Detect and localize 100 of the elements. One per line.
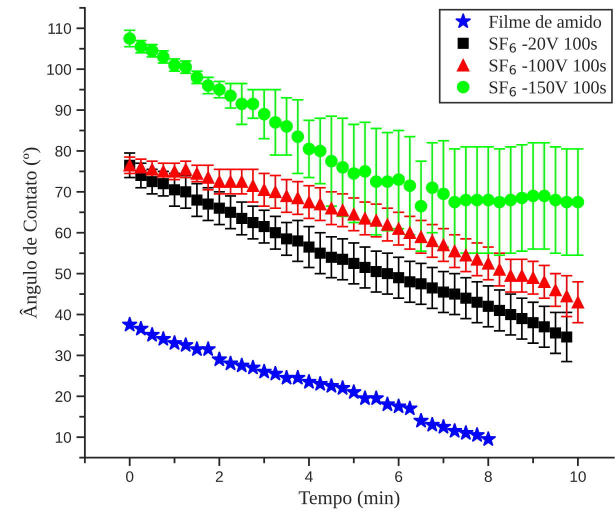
point	[256, 363, 272, 379]
point	[188, 340, 205, 356]
point	[526, 190, 540, 202]
y-tick-label: 20	[55, 391, 72, 402]
point	[460, 292, 472, 304]
point	[280, 120, 293, 133]
y-tick-label: 10	[56, 432, 72, 443]
point	[460, 194, 472, 206]
point	[560, 290, 573, 302]
y-tick-label: 90	[55, 104, 72, 116]
point	[549, 284, 562, 296]
point	[505, 308, 516, 320]
point	[323, 378, 340, 393]
y-axis-title: Ângulo de Contato (º)	[20, 148, 41, 318]
point	[290, 370, 306, 385]
point	[269, 116, 282, 129]
point	[336, 204, 349, 216]
point	[359, 262, 371, 274]
point	[415, 278, 427, 290]
point	[247, 216, 259, 228]
point	[549, 194, 562, 206]
point	[448, 196, 461, 208]
point	[246, 98, 260, 110]
point	[234, 357, 250, 372]
point	[370, 266, 382, 278]
point	[392, 173, 405, 186]
point	[155, 330, 172, 346]
point	[303, 241, 315, 253]
point	[368, 390, 384, 406]
point	[236, 212, 248, 224]
point	[213, 83, 226, 96]
point	[382, 268, 393, 280]
point	[526, 271, 540, 284]
legend-label: SF$_{6}$ -20V 100s	[490, 38, 597, 53]
y-tick-label: 80	[55, 146, 72, 157]
point	[278, 370, 295, 385]
point	[202, 79, 214, 92]
point	[224, 206, 236, 218]
point	[493, 263, 506, 276]
point	[357, 390, 373, 406]
x-tick-label: 2	[216, 471, 223, 482]
point	[325, 154, 338, 168]
point	[480, 430, 496, 446]
point	[180, 186, 192, 198]
point	[314, 144, 326, 158]
point	[404, 276, 416, 288]
legend-label: SF$_{6}$ -150V 100s	[490, 81, 606, 96]
legend-label: Filme de amido	[488, 15, 602, 28]
point	[314, 198, 326, 210]
point	[267, 365, 284, 381]
y-tick-label: 60	[55, 228, 72, 238]
point	[358, 165, 372, 178]
point	[202, 171, 214, 184]
point	[449, 288, 460, 300]
y-tick-label: 40	[55, 309, 72, 320]
y-tick-label: 70	[55, 186, 72, 198]
point	[178, 336, 194, 352]
point	[469, 426, 486, 442]
point	[235, 98, 248, 110]
point	[235, 175, 248, 188]
point	[302, 196, 316, 208]
point	[222, 355, 238, 370]
point	[200, 340, 216, 356]
point	[325, 202, 338, 214]
point	[202, 198, 214, 210]
point	[504, 194, 517, 206]
point	[414, 230, 428, 244]
point	[258, 221, 270, 232]
point	[258, 184, 270, 196]
point	[346, 384, 362, 400]
x-tick-label: 10	[570, 471, 586, 482]
point	[393, 272, 404, 284]
point	[314, 248, 326, 259]
point	[370, 175, 382, 188]
point	[224, 175, 237, 188]
point	[132, 320, 149, 336]
point	[348, 167, 360, 180]
point	[458, 424, 474, 440]
point	[191, 194, 202, 206]
point	[190, 167, 204, 180]
point	[426, 182, 438, 194]
point	[437, 238, 450, 252]
point	[123, 32, 136, 45]
point	[572, 296, 584, 308]
point	[292, 192, 304, 204]
legend-label: SF$_{6}$ -100V 100s	[490, 59, 606, 75]
point	[413, 412, 429, 428]
point	[538, 190, 551, 202]
y-tick-label: 30	[55, 350, 72, 362]
point	[482, 194, 495, 206]
point	[446, 422, 463, 438]
point	[334, 380, 351, 395]
point	[269, 186, 282, 198]
point	[258, 108, 270, 120]
point	[560, 196, 573, 208]
point	[493, 196, 506, 208]
point	[302, 142, 316, 156]
x-tick-label: 8	[484, 471, 492, 482]
point	[281, 233, 292, 244]
point	[438, 286, 449, 298]
